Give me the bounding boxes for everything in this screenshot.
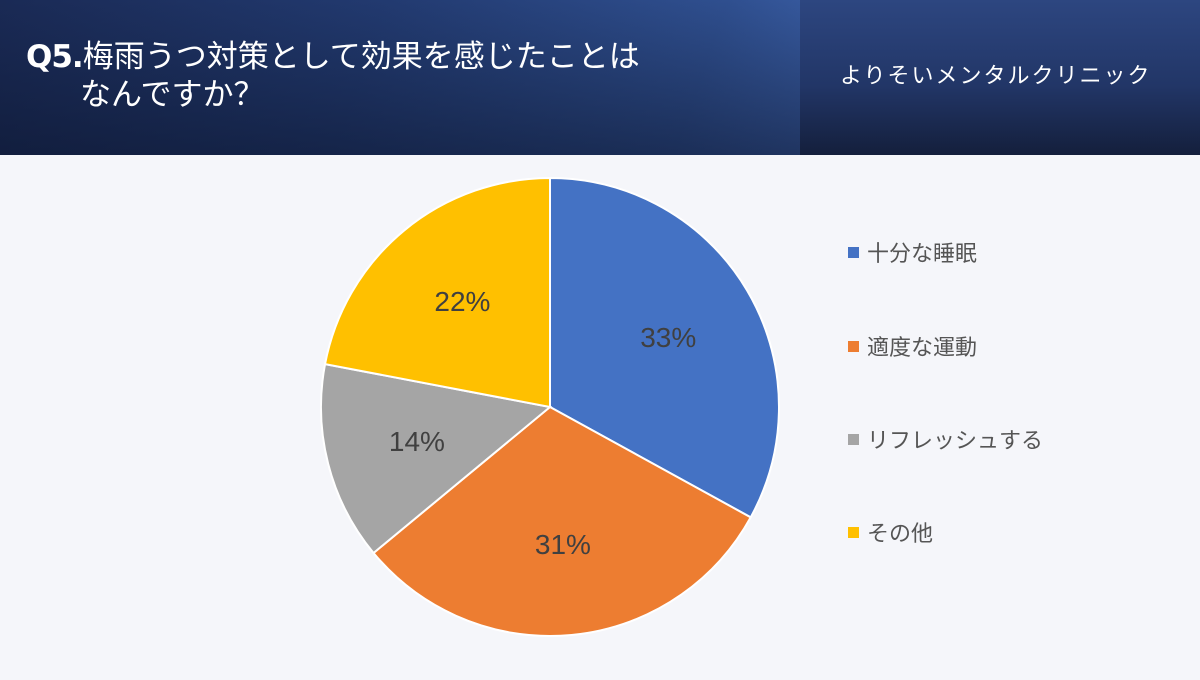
pie-slice <box>372 405 753 637</box>
legend-item-exercise: 適度な運動 <box>848 330 977 362</box>
slice-label: 31% <box>535 529 591 560</box>
legend-swatch <box>848 246 859 258</box>
pie-slice <box>320 362 553 555</box>
legend-item-sleep: 十分な睡眠 <box>848 236 977 268</box>
slice-label: 22% <box>434 286 490 317</box>
pie-svg: 33% 31% 14% 22% <box>320 176 780 637</box>
pie-chart: 33% 31% 14% 22% <box>0 155 1200 676</box>
page-title: Q5.梅雨うつ対策として効果を感じたことは なんですか？ <box>26 38 640 114</box>
pie-slice <box>549 176 780 519</box>
header-clinic-panel <box>800 0 1200 155</box>
legend-swatch <box>848 526 859 538</box>
question-line-1: 梅雨うつ対策として効果を感じたことは <box>82 39 640 75</box>
legend-item-other: その他 <box>848 516 933 548</box>
slice-label: 33% <box>640 322 696 353</box>
legend-label: 適度な運動 <box>867 336 978 361</box>
question-number: Q5. <box>26 39 84 75</box>
pie-slice <box>323 176 551 409</box>
header-title-panel <box>0 0 800 155</box>
legend-label: リフレッシュする <box>867 429 1044 454</box>
legend-label: その他 <box>867 522 934 547</box>
legend-item-refresh: リフレッシュする <box>848 423 1043 455</box>
legend-swatch <box>848 433 859 445</box>
question-line-2: なんですか？ <box>80 77 265 113</box>
legend-label: 十分な睡眠 <box>867 242 978 267</box>
clinic-name: よりそいメンタルクリニック <box>840 64 1152 89</box>
legend-swatch <box>848 340 859 352</box>
header: Q5.梅雨うつ対策として効果を感じたことは なんですか？ よりそいメンタルクリニ… <box>0 0 1200 155</box>
slice-label: 14% <box>389 426 445 457</box>
